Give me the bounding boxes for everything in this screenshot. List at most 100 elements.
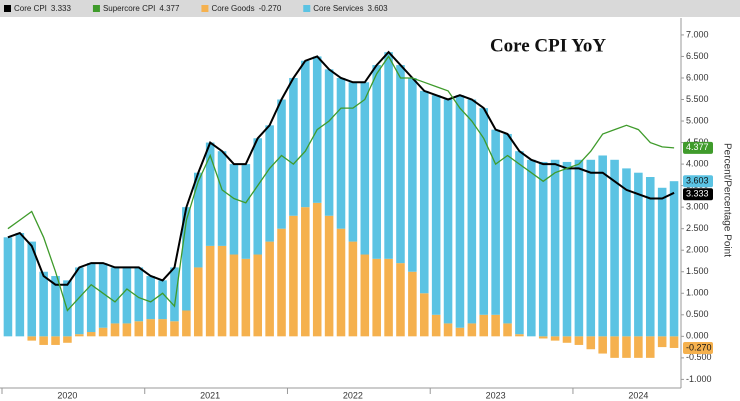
bar — [431, 95, 441, 315]
bar — [110, 267, 120, 324]
y-axis-title: Percent/Percentage Point — [721, 143, 732, 257]
bar — [396, 65, 405, 264]
bar — [574, 159, 584, 337]
bar — [86, 263, 96, 333]
bar — [515, 334, 524, 337]
bar — [384, 52, 393, 259]
legend-value: 3.603 — [368, 4, 389, 13]
bar — [301, 60, 310, 208]
value-tag-label: -0.270 — [686, 342, 712, 352]
value-tag — [683, 175, 713, 188]
value-tag — [683, 188, 713, 201]
bar — [241, 258, 251, 337]
bar — [63, 336, 72, 343]
y-tick-label: 3.000 — [686, 202, 709, 212]
legend-label: Core Goods — [211, 4, 254, 13]
y-tick-label: 5.500 — [686, 94, 709, 104]
x-tick-label: 2022 — [343, 390, 363, 400]
bar — [634, 172, 643, 337]
y-tick-label: 1.500 — [686, 266, 709, 276]
y-tick-label: 2.500 — [686, 223, 709, 233]
bar — [265, 125, 274, 242]
bar — [63, 280, 72, 337]
bar — [467, 99, 477, 324]
bar — [229, 164, 239, 255]
bar — [562, 161, 572, 337]
bar — [182, 207, 191, 311]
bar — [419, 90, 429, 294]
bar — [241, 164, 251, 259]
bar — [205, 142, 215, 246]
value-tag-label: 3.333 — [686, 189, 709, 199]
bar — [419, 293, 429, 337]
bar — [324, 215, 334, 337]
y-tick-label: 0.000 — [686, 331, 709, 341]
bar — [193, 172, 203, 268]
bar — [122, 267, 132, 324]
y-tick-label: -0.500 — [686, 352, 712, 362]
y-tick-label: 4.000 — [686, 158, 709, 168]
bar — [479, 108, 489, 315]
bar — [301, 207, 310, 337]
bar — [229, 254, 239, 337]
bar — [134, 321, 144, 337]
bar — [277, 228, 286, 337]
bar — [645, 336, 655, 358]
bar — [491, 314, 500, 337]
bar — [503, 133, 512, 324]
bar — [336, 228, 346, 337]
bar — [396, 263, 405, 337]
bar — [610, 159, 619, 337]
y-tick-label: 0.500 — [686, 309, 709, 319]
value-tag — [683, 341, 713, 354]
x-tick-label: 2020 — [57, 390, 77, 400]
bar — [324, 69, 334, 216]
bar — [455, 327, 465, 337]
bar — [170, 321, 179, 337]
bar — [562, 336, 572, 343]
bar — [669, 181, 679, 337]
bar — [645, 177, 655, 337]
legend-swatch — [92, 5, 100, 12]
bar — [170, 267, 179, 322]
legend-value: 3.333 — [51, 4, 72, 13]
legend-label: Core CPI — [14, 4, 47, 13]
bar — [134, 267, 144, 322]
value-tag-label: 3.603 — [686, 176, 709, 186]
bar — [193, 267, 203, 337]
y-tick-label: 2.000 — [686, 245, 709, 255]
bar — [372, 65, 381, 259]
bar — [348, 241, 358, 337]
bar — [360, 82, 370, 255]
bar — [75, 267, 84, 335]
bar — [3, 237, 13, 337]
bar — [39, 336, 48, 345]
bar — [598, 336, 607, 354]
bar — [27, 336, 37, 341]
bar — [610, 336, 619, 358]
bar — [491, 129, 500, 315]
bar — [51, 276, 60, 337]
bar — [158, 280, 167, 320]
bar — [408, 271, 417, 337]
y-tick-label: 5.000 — [686, 115, 709, 125]
bar — [15, 232, 25, 337]
bar — [634, 336, 643, 358]
y-tick-label: 7.000 — [686, 29, 709, 39]
bar — [408, 77, 417, 272]
bar — [146, 319, 155, 337]
bar — [39, 271, 48, 337]
bar — [550, 159, 560, 337]
bar — [253, 254, 263, 337]
bar — [538, 161, 548, 337]
legend-swatch — [303, 5, 311, 12]
bar — [503, 323, 512, 337]
bar — [657, 336, 667, 348]
bar — [622, 336, 631, 358]
bar — [384, 258, 393, 337]
bar — [574, 336, 584, 345]
bar — [360, 254, 370, 337]
bar — [312, 202, 322, 337]
line — [7, 50, 675, 286]
